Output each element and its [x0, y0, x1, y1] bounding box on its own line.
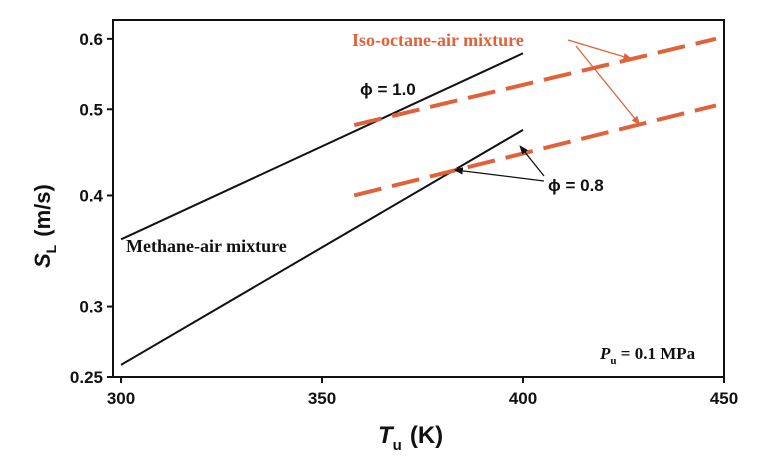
x-tick-label: 350 [308, 389, 336, 408]
x-tick-label: 400 [509, 389, 537, 408]
methane-label: Methane-air mixture [126, 236, 287, 256]
phi-arrow [453, 167, 545, 182]
x-tick-label: 300 [107, 389, 135, 408]
y-axis-symbol: S [30, 253, 55, 268]
phi-0.8-label: ϕ = 0.8 [548, 176, 604, 195]
axis-tick-labels: 300 350 400 450 0.25 0.3 0.4 0.5 0.6 [70, 30, 738, 408]
data-series [120, 36, 717, 366]
y-axis-title: SL (m/s) [30, 184, 59, 268]
y-axis-unit: (m/s) [30, 184, 55, 237]
x-axis-title: Tu (K) [378, 422, 443, 454]
iso-octane-line-phi-1 [353, 36, 717, 127]
y-tick-label: 0.4 [79, 186, 103, 205]
iso-octane-label: Iso-octane-air mixture [352, 30, 524, 50]
x-axis-symbol: T [378, 422, 395, 449]
iso-octane-arrow [567, 39, 633, 61]
methane-line-phi-1 [120, 52, 524, 241]
phi-arrow [519, 145, 545, 177]
pressure-value: = 0.1 MPa [617, 344, 696, 363]
x-axis-unit: (K) [410, 422, 443, 449]
x-tick-label: 450 [710, 389, 738, 408]
y-tick-label: 0.25 [70, 368, 103, 387]
pressure-label: Pu = 0.1 MPa [599, 344, 696, 367]
iso-octane-line-phi-0.8 [353, 103, 717, 198]
x-axis-subscript: u [393, 437, 402, 454]
pressure-subscript: u [610, 355, 616, 367]
axis-ticks [107, 37, 725, 383]
pressure-symbol: P [599, 344, 611, 363]
y-tick-label: 0.3 [79, 298, 103, 317]
y-axis-subscript: L [43, 244, 59, 253]
plot-frame [112, 19, 725, 378]
annotation-arrows [453, 39, 641, 182]
y-tick-label: 0.6 [79, 30, 103, 49]
y-tick-label: 0.5 [79, 100, 103, 119]
phi-1-label: ϕ = 1.0 [360, 80, 416, 99]
iso-octane-arrow [575, 45, 641, 126]
